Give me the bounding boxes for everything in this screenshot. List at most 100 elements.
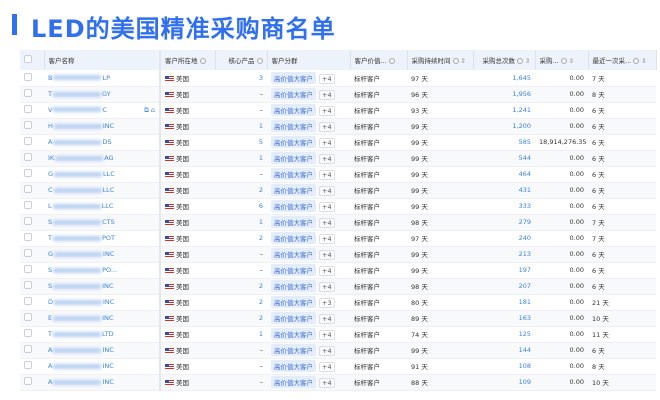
table-row[interactable]: S CTS 美国 1 高价值大客户 +4 标杆客户 98 天 279 0.00 7 … <box>20 214 656 231</box>
customer-name-link[interactable]: V C ⧉ ⌂ <box>44 102 161 119</box>
row-checkbox[interactable] <box>24 233 32 241</box>
more-tags-button[interactable]: +4 <box>319 330 335 340</box>
select-all-checkbox[interactable] <box>24 55 32 63</box>
table-row[interactable]: G INC 美国 – 高价值大客户 +4 标杆客户 99 天 213 0.00 6 … <box>20 246 656 263</box>
purchase-count-link[interactable]: 544 <box>473 150 535 167</box>
table-row[interactable]: E INC 美国 2 高价值大客户 +4 标杆客户 89 天 163 0.00 10… <box>20 310 656 327</box>
core-product-count[interactable]: 1 <box>215 118 267 135</box>
more-tags-button[interactable]: +4 <box>319 346 335 356</box>
core-product-count[interactable]: 1 <box>215 214 267 231</box>
purchase-count-link[interactable]: 1,241 <box>473 102 535 119</box>
customer-name-link[interactable]: S INC <box>44 278 161 295</box>
table-row[interactable]: T LTD 美国 1 高价值大客户 +4 标杆客户 74 天 125 0.00 11… <box>20 326 656 343</box>
table-row[interactable]: G LLC 美国 – 高价值大客户 +4 标杆客户 99 天 464 0.00 6 … <box>20 166 656 183</box>
table-row[interactable]: A DS 美国 5 高价值大客户 +4 标杆客户 99 天 585 18,914,2… <box>20 134 656 151</box>
more-tags-button[interactable]: +4 <box>319 122 335 132</box>
customer-name-link[interactable]: A INC <box>44 342 161 359</box>
purchase-count-link[interactable]: 240 <box>473 230 535 247</box>
purchase-count-link[interactable]: 585 <box>473 134 535 151</box>
customer-name-link[interactable]: B LP <box>44 70 161 87</box>
row-checkbox[interactable] <box>24 281 32 289</box>
more-tags-button[interactable]: +4 <box>319 186 335 196</box>
header-duration[interactable]: 采购持续时间 ⇕ <box>407 50 474 70</box>
info-icon[interactable] <box>560 58 567 64</box>
core-product-count[interactable]: 5 <box>215 134 267 151</box>
more-tags-button[interactable]: +4 <box>319 202 335 212</box>
more-tags-button[interactable]: +4 <box>319 138 335 148</box>
row-checkbox[interactable] <box>24 201 32 209</box>
customer-name-link[interactable]: D INC <box>44 294 161 311</box>
more-tags-button[interactable]: +4 <box>319 106 335 116</box>
customer-name-link[interactable]: E INC <box>44 310 161 327</box>
info-icon[interactable] <box>199 58 206 64</box>
customer-name-link[interactable]: IK AG <box>44 150 161 167</box>
purchase-count-link[interactable]: 279 <box>473 214 535 231</box>
row-checkbox[interactable] <box>24 121 32 129</box>
purchase-count-link[interactable]: 109 <box>473 374 535 391</box>
more-tags-button[interactable]: +4 <box>319 234 335 244</box>
row-checkbox[interactable] <box>24 297 32 305</box>
purchase-count-link[interactable]: 431 <box>473 182 535 199</box>
row-checkbox[interactable] <box>24 169 32 177</box>
customer-name-link[interactable]: G LLC <box>44 166 161 183</box>
table-row[interactable]: V C ⧉ ⌂ 美国 – 高价值大客户 +4 标杆客户 93 天 1,241 0.00… <box>20 102 656 119</box>
table-row[interactable]: T POT 美国 2 高价值大客户 +4 标杆客户 97 天 240 0.00 7 … <box>20 230 656 247</box>
info-icon[interactable] <box>633 58 640 64</box>
customer-name-link[interactable]: A INC <box>44 358 161 375</box>
purchase-count-link[interactable]: 163 <box>473 310 535 327</box>
info-icon[interactable] <box>517 58 524 64</box>
customer-name-link[interactable]: A DS <box>44 134 161 151</box>
table-row[interactable]: IK AG 美国 1 高价值大客户 +4 标杆客户 99 天 544 0.00 6 … <box>20 150 656 167</box>
more-tags-button[interactable]: +4 <box>319 154 335 164</box>
more-tags-button[interactable]: +4 <box>319 73 335 84</box>
table-row[interactable]: A INC 美国 – 高价值大客户 +4 标杆客户 88 天 109 0.00 10… <box>20 374 656 391</box>
row-checkbox[interactable] <box>24 89 32 97</box>
table-row[interactable]: A INC 美国 – 高价值大客户 +4 标杆客户 99 天 144 0.00 6 … <box>20 342 656 359</box>
purchase-count-link[interactable]: 181 <box>473 294 535 311</box>
sort-icon[interactable]: ⇕ <box>525 57 531 65</box>
more-tags-button[interactable]: +4 <box>319 170 335 180</box>
row-checkbox[interactable] <box>24 345 32 353</box>
more-tags-button[interactable]: +4 <box>319 90 335 100</box>
row-checkbox[interactable] <box>24 361 32 369</box>
row-checkbox[interactable] <box>24 185 32 193</box>
row-checkbox[interactable] <box>24 313 32 321</box>
customer-name-link[interactable]: H INC <box>44 118 161 135</box>
purchase-count-link[interactable]: 333 <box>473 198 535 215</box>
table-row[interactable]: S PO... 美国 – 高价值大客户 +4 标杆客户 99 天 197 0.00 … <box>20 262 656 279</box>
purchase-count-link[interactable]: 213 <box>473 246 535 263</box>
header-count[interactable]: 采购总次数 ⇕ <box>473 50 536 70</box>
select-all[interactable] <box>20 50 45 70</box>
more-tags-button[interactable]: +4 <box>319 266 335 276</box>
table-row[interactable]: C LLC 美国 2 高价值大客户 +4 标杆客户 99 天 431 0.00 6 … <box>20 182 656 199</box>
table-row[interactable]: A INC 美国 – 高价值大客户 +4 标杆客户 91 天 108 0.00 8 … <box>20 358 656 375</box>
purchase-count-link[interactable]: 207 <box>473 278 535 295</box>
more-tags-button[interactable]: +4 <box>319 362 335 372</box>
table-row[interactable]: S INC 美国 2 高价值大客户 +4 标杆客户 98 天 207 0.00 6 … <box>20 278 656 295</box>
core-product-count[interactable]: 6 <box>215 198 267 215</box>
more-tags-button[interactable]: +4 <box>319 250 335 260</box>
core-product-count[interactable]: 2 <box>215 182 267 199</box>
sort-icon[interactable]: ⇕ <box>568 57 575 65</box>
purchase-count-link[interactable]: 125 <box>473 326 535 343</box>
info-icon[interactable] <box>388 58 395 64</box>
customer-name-link[interactable]: A INC <box>44 374 161 391</box>
row-checkbox[interactable] <box>24 377 32 385</box>
row-checkbox[interactable] <box>24 72 32 81</box>
purchase-count-link[interactable]: 1,645 <box>473 70 535 87</box>
info-icon[interactable] <box>256 58 263 64</box>
table-row[interactable]: D INC 美国 2 高价值大客户 +3 标杆客户 80 天 181 0.00 21… <box>20 294 656 311</box>
purchase-count-link[interactable]: 144 <box>473 342 535 359</box>
customer-name-link[interactable]: G INC <box>44 246 161 263</box>
purchase-count-link[interactable]: 1,200 <box>473 118 535 135</box>
table-row[interactable]: H INC 美国 1 高价值大客户 +4 标杆客户 99 天 1,200 0.00 … <box>20 118 656 135</box>
row-checkbox[interactable] <box>24 265 32 273</box>
table-row[interactable]: B LP 美国 3 高价值大客户 +4 标杆客户 97 天 1,645 0.00 7… <box>20 70 656 87</box>
core-product-count[interactable]: 2 <box>215 294 267 311</box>
purchase-count-link[interactable]: 1,956 <box>473 86 535 103</box>
purchase-count-link[interactable]: 108 <box>473 358 535 375</box>
info-icon[interactable] <box>452 58 459 64</box>
customer-name-link[interactable]: T LTD <box>44 326 161 343</box>
header-amount[interactable]: 采购... ⇕ <box>535 50 589 70</box>
row-checkbox[interactable] <box>24 153 32 161</box>
